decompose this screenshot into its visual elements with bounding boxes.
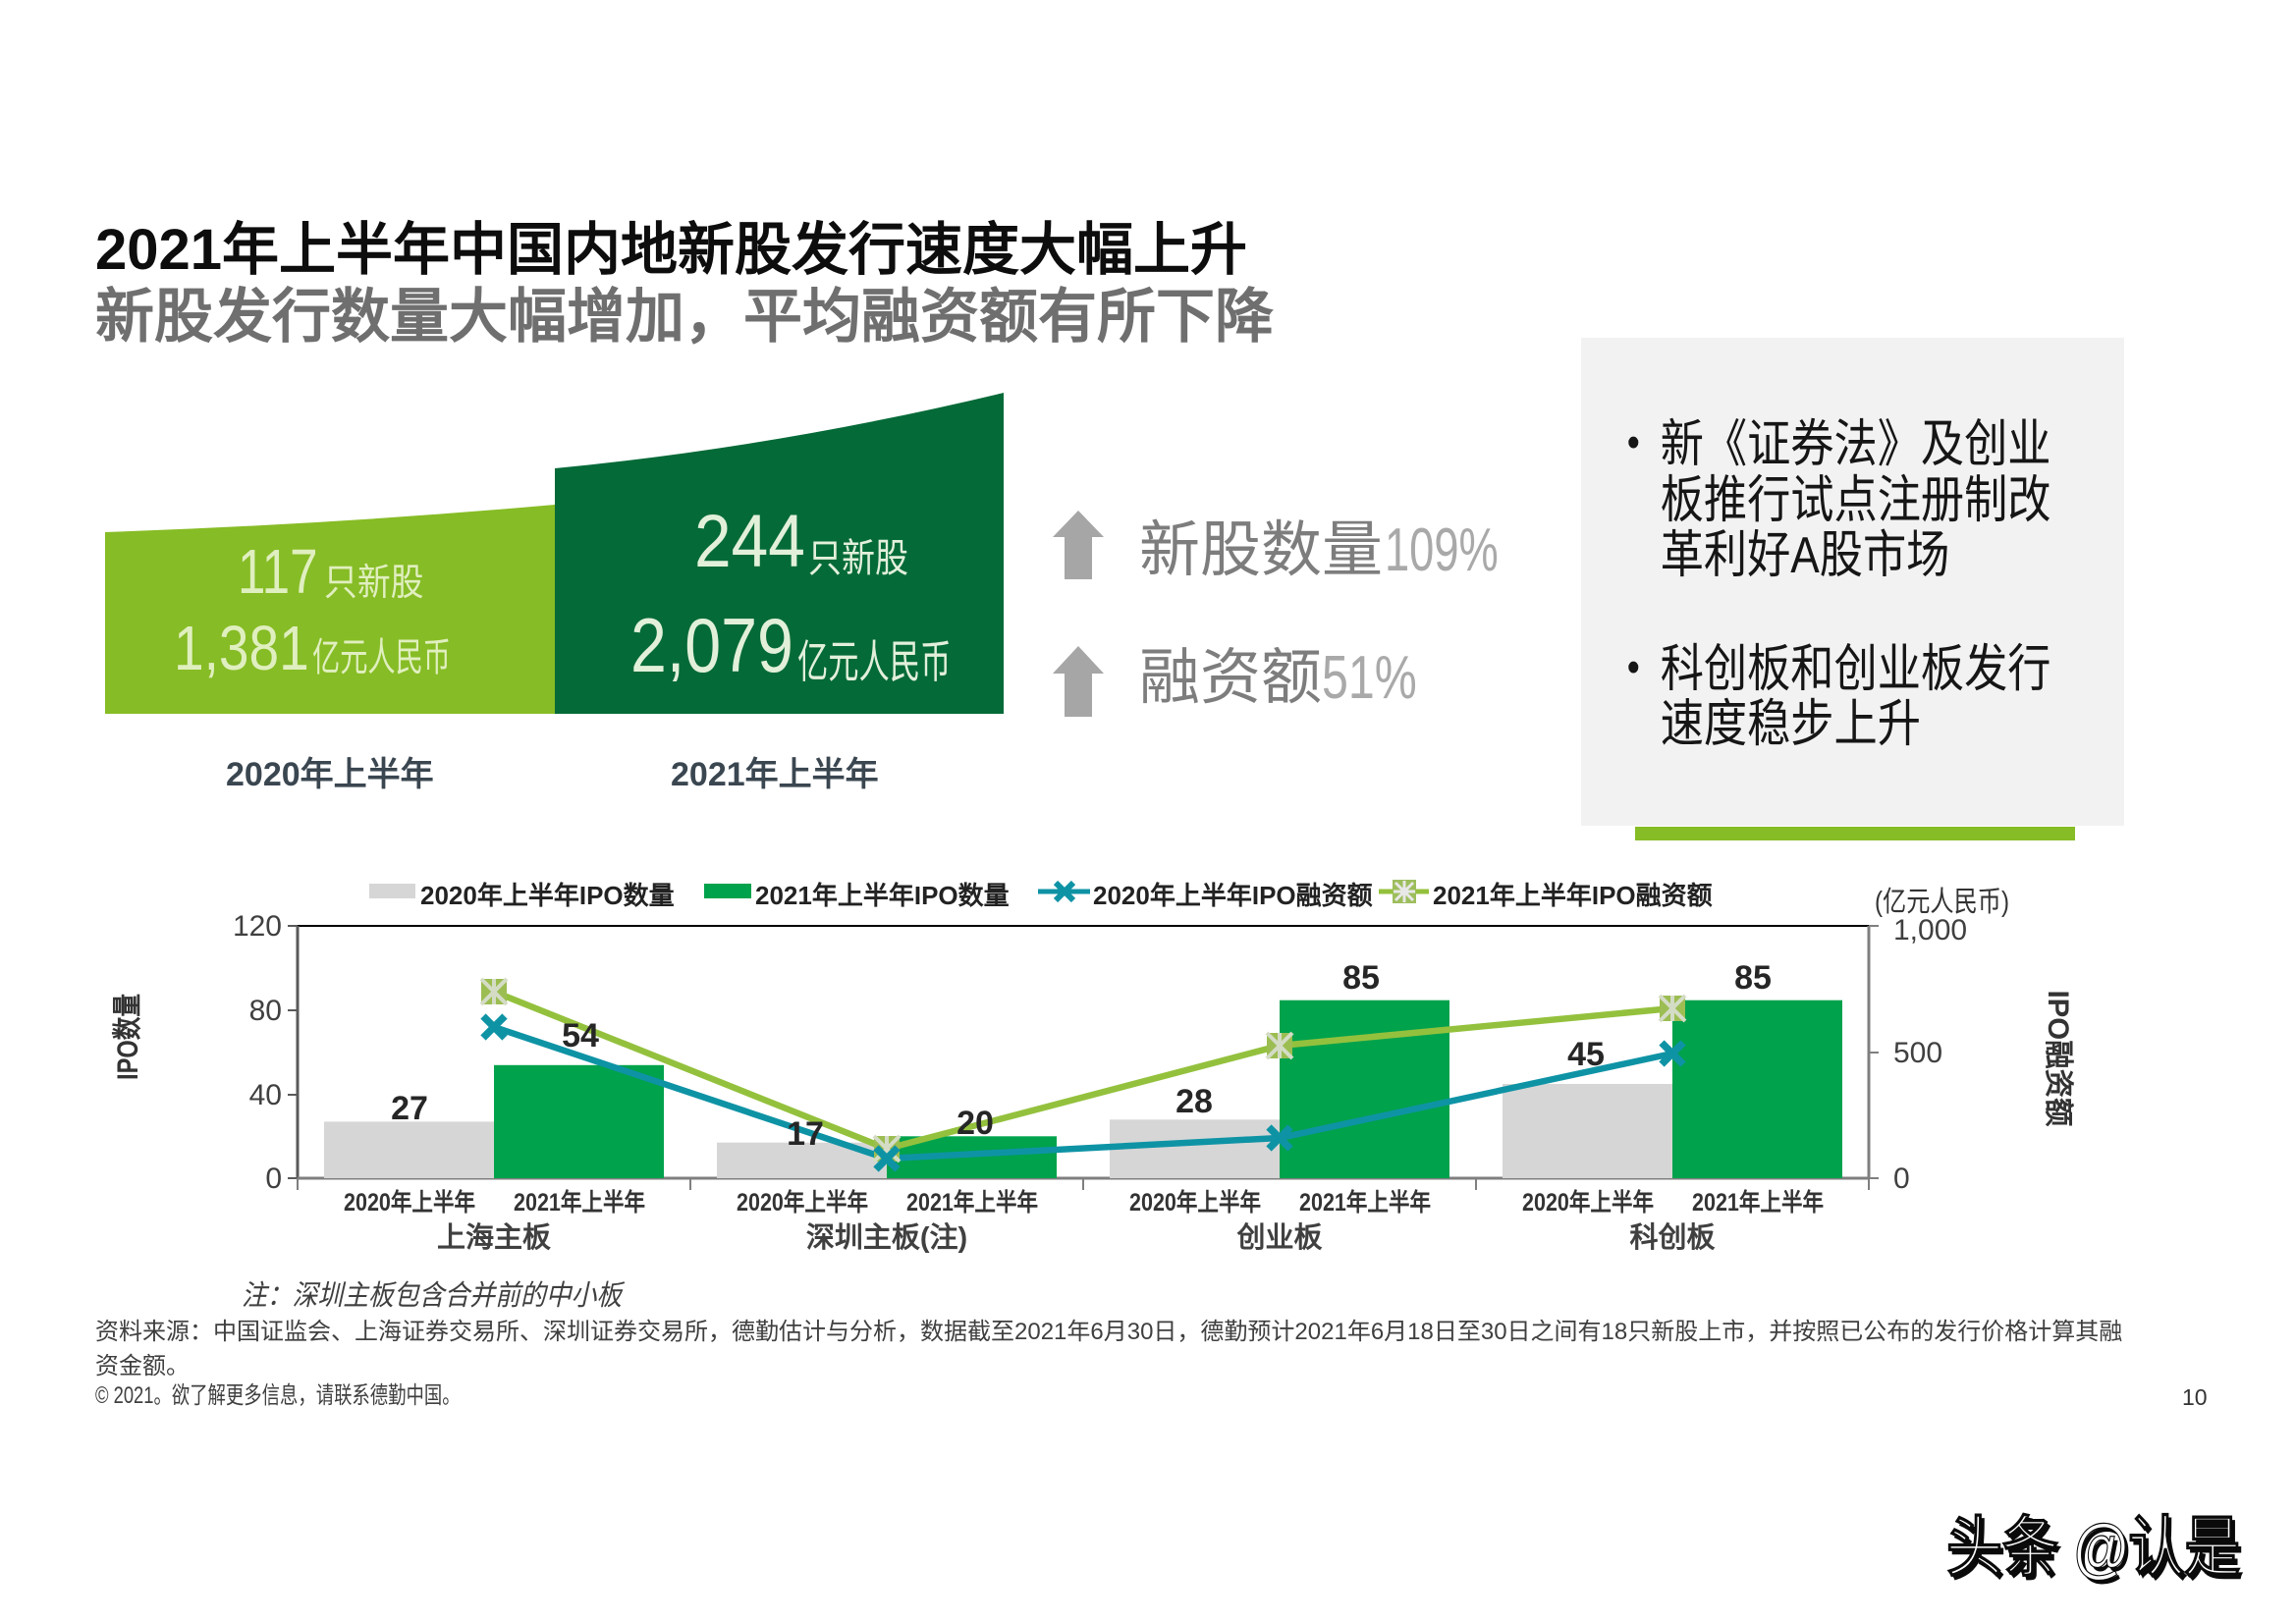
svg-text:2021年上半年: 2021年上半年 <box>906 1188 1038 1216</box>
svg-text:1,000: 1,000 <box>1893 914 1967 946</box>
svg-text:2020年上半年: 2020年上半年 <box>344 1188 475 1216</box>
svg-text:17: 17 <box>787 1115 824 1153</box>
svg-text:2021年上半年: 2021年上半年 <box>1299 1188 1431 1216</box>
svg-text:80: 80 <box>249 995 282 1027</box>
svg-text:0: 0 <box>265 1162 282 1195</box>
svg-text:2020年上半年: 2020年上半年 <box>1522 1188 1654 1216</box>
svg-text:2021年上半年: 2021年上半年 <box>1692 1188 1824 1216</box>
svg-text:85: 85 <box>1734 959 1772 997</box>
svg-text:54: 54 <box>562 1017 599 1054</box>
svg-text:2021年上半年: 2021年上半年 <box>514 1188 645 1216</box>
svg-text:IPO数量: IPO数量 <box>112 994 144 1080</box>
svg-text:2021年上半年IPO融资额: 2021年上半年IPO融资额 <box>1433 881 1713 910</box>
svg-text:科创板: 科创板 <box>1629 1221 1716 1254</box>
svg-text:28: 28 <box>1175 1083 1213 1120</box>
svg-text:2020年上半年: 2020年上半年 <box>1129 1188 1261 1216</box>
svg-text:85: 85 <box>1342 959 1380 997</box>
svg-text:(亿元人民币): (亿元人民币) <box>1875 886 2009 918</box>
svg-text:500: 500 <box>1893 1037 1942 1069</box>
svg-text:创业板: 创业板 <box>1235 1221 1323 1254</box>
svg-text:40: 40 <box>249 1079 282 1111</box>
svg-text:45: 45 <box>1567 1036 1605 1073</box>
svg-text:2020年上半年IPO融资额: 2020年上半年IPO融资额 <box>1093 881 1373 910</box>
svg-text:27: 27 <box>391 1090 428 1127</box>
svg-text:120: 120 <box>233 910 282 943</box>
svg-text:上海主板: 上海主板 <box>437 1221 552 1254</box>
svg-text:IPO融资额: IPO融资额 <box>2042 991 2074 1127</box>
svg-text:2020年上半年: 2020年上半年 <box>737 1188 868 1216</box>
svg-text:0: 0 <box>1893 1162 1910 1195</box>
svg-text:深圳主板(注): 深圳主板(注) <box>806 1220 967 1254</box>
svg-text:2021年上半年IPO数量: 2021年上半年IPO数量 <box>755 881 1010 910</box>
svg-text:20: 20 <box>957 1105 994 1142</box>
svg-text:2020年上半年IPO数量: 2020年上半年IPO数量 <box>420 881 675 910</box>
